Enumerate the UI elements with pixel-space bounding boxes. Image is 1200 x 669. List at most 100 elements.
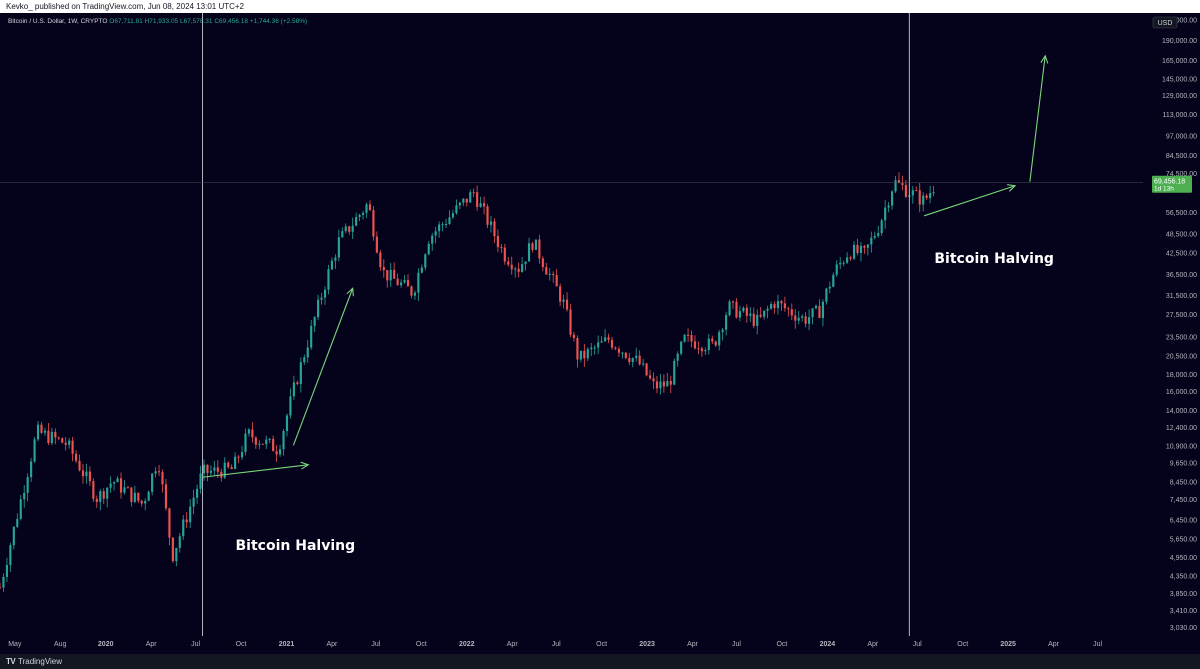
candle-body[interactable] [317, 299, 320, 318]
candle-body[interactable] [30, 461, 33, 478]
candle-body[interactable] [133, 492, 136, 502]
candle-body[interactable] [2, 576, 5, 588]
candle-body[interactable] [81, 470, 85, 477]
candle-body[interactable] [185, 519, 188, 523]
candle-body[interactable] [209, 470, 212, 473]
candle-body[interactable] [835, 264, 838, 275]
candle-body[interactable] [355, 217, 358, 226]
candle-body[interactable] [119, 478, 123, 493]
candle-body[interactable] [438, 224, 441, 232]
candle-body[interactable] [510, 264, 513, 270]
candle-body[interactable] [489, 221, 493, 225]
candle-body[interactable] [323, 289, 327, 298]
candle-body[interactable] [555, 275, 558, 287]
candle-body[interactable] [929, 193, 932, 198]
candle-body[interactable] [164, 484, 168, 509]
candle-body[interactable] [154, 471, 157, 474]
candle-body[interactable] [330, 260, 334, 270]
candle-body[interactable] [144, 500, 147, 504]
candle-body[interactable] [538, 239, 541, 259]
candle-body[interactable] [278, 449, 282, 455]
candle-body[interactable] [310, 325, 313, 348]
candle-body[interactable] [911, 190, 914, 196]
candle-body[interactable] [375, 236, 378, 253]
candle-body[interactable] [787, 308, 790, 310]
candle-body[interactable] [922, 195, 925, 205]
candle-body[interactable] [870, 237, 873, 245]
candle-body[interactable] [828, 286, 831, 289]
candle-body[interactable] [769, 304, 773, 309]
candle-body[interactable] [9, 545, 12, 566]
candle-body[interactable] [427, 243, 430, 255]
candle-body[interactable] [43, 430, 47, 433]
candle-body[interactable] [790, 309, 793, 316]
candle-body[interactable] [68, 440, 71, 445]
candle-body[interactable] [23, 492, 26, 500]
candle-body[interactable] [752, 313, 755, 326]
candle-body[interactable] [258, 443, 261, 445]
candle-body[interactable] [763, 310, 766, 317]
candle-body[interactable] [804, 316, 807, 324]
candle-body[interactable] [88, 471, 91, 482]
candle-body[interactable] [638, 355, 641, 365]
candle-body[interactable] [721, 329, 724, 333]
candle-body[interactable] [718, 332, 721, 346]
candle-body[interactable] [687, 334, 690, 336]
candle-body[interactable] [583, 350, 586, 359]
candle-body[interactable] [887, 205, 890, 208]
candle-body[interactable] [918, 190, 921, 205]
candle-body[interactable] [891, 191, 894, 206]
candle-body[interactable] [700, 348, 703, 352]
candle-body[interactable] [648, 375, 652, 379]
candle-body[interactable] [818, 305, 821, 319]
candle-body[interactable] [814, 305, 818, 309]
candle-body[interactable] [33, 439, 36, 462]
candle-body[interactable] [811, 308, 814, 318]
candle-body[interactable] [690, 335, 693, 342]
candle-body[interactable] [206, 464, 209, 473]
candle-body[interactable] [99, 491, 102, 502]
candle-body[interactable] [182, 519, 185, 537]
candle-body[interactable] [759, 314, 762, 317]
candle-body[interactable] [531, 243, 534, 250]
candle-body[interactable] [123, 487, 126, 493]
candle-body[interactable] [299, 362, 302, 385]
candle-body[interactable] [113, 482, 116, 484]
candle-body[interactable] [742, 307, 745, 312]
candle-body[interactable] [745, 307, 748, 316]
candle-body[interactable] [240, 451, 244, 458]
candle-body[interactable] [61, 438, 64, 443]
candle-body[interactable] [102, 491, 105, 499]
candle-body[interactable] [628, 357, 631, 363]
candle-body[interactable] [642, 363, 645, 365]
candle-body[interactable] [842, 262, 845, 264]
candle-body[interactable] [521, 264, 524, 272]
candle-body[interactable] [932, 192, 935, 194]
candle-body[interactable] [801, 316, 804, 318]
candle-body[interactable] [614, 347, 617, 349]
candle-body[interactable] [448, 217, 451, 224]
candle-body[interactable] [669, 381, 672, 385]
candle-body[interactable] [268, 438, 271, 440]
candle-body[interactable] [247, 429, 251, 434]
candle-body[interactable] [0, 587, 2, 589]
candle-body[interactable] [400, 282, 403, 286]
candle-body[interactable] [372, 210, 375, 237]
candle-body[interactable] [493, 221, 496, 237]
candle-body[interactable] [617, 348, 620, 353]
candle-body[interactable] [655, 381, 659, 389]
candle-body[interactable] [292, 382, 295, 397]
candle-body[interactable] [794, 315, 797, 321]
candle-body[interactable] [590, 347, 593, 350]
candle-body[interactable] [202, 464, 206, 474]
candle-body[interactable] [161, 472, 164, 485]
candle-body[interactable] [600, 341, 603, 343]
candle-body[interactable] [12, 526, 15, 546]
candle-body[interactable] [846, 257, 849, 263]
candle-body[interactable] [559, 286, 562, 302]
candle-body[interactable] [797, 317, 800, 321]
candle-body[interactable] [821, 301, 824, 319]
candle-body[interactable] [341, 231, 344, 238]
candle-body[interactable] [237, 456, 240, 458]
candle-body[interactable] [880, 220, 883, 234]
